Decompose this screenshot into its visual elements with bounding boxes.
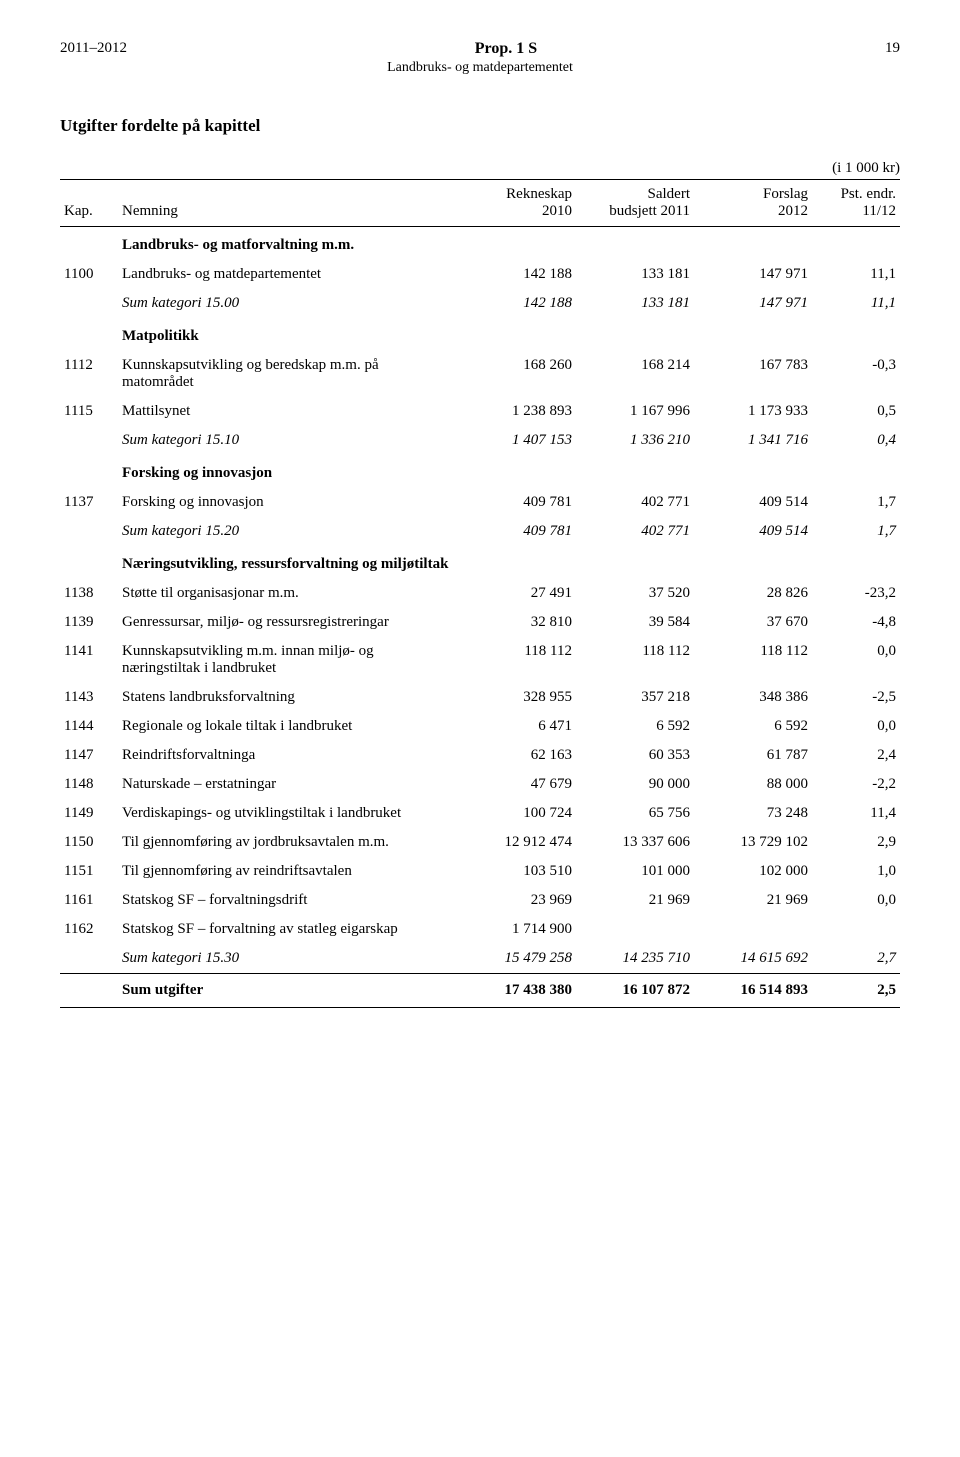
table-row: 1147Reindriftsforvaltninga62 16360 35361…	[60, 741, 900, 770]
page-header: 2011–2012 Prop. 1 S 19	[60, 40, 900, 58]
table-row: 1139Genressursar, miljø- og ressursregis…	[60, 608, 900, 637]
col-rekneskap: Rekneskap 2010	[458, 180, 576, 227]
header-center: Prop. 1 S	[475, 40, 537, 58]
table-row: 1100Landbruks- og matdepartementet142 18…	[60, 260, 900, 289]
col-nemning: Nemning	[118, 180, 458, 227]
table-row: 1151Til gjennomføring av reindriftsavtal…	[60, 857, 900, 886]
header-right: 19	[885, 40, 900, 58]
table-row: Sum kategori 15.3015 479 25814 235 71014…	[60, 944, 900, 974]
table-row: 1138Støtte til organisasjonar m.m.27 491…	[60, 579, 900, 608]
table-row: Landbruks- og matforvaltning m.m.	[60, 227, 900, 261]
table-row: 1162Statskog SF – forvaltning av statleg…	[60, 915, 900, 944]
table-row: 1143Statens landbruksforvaltning328 9553…	[60, 683, 900, 712]
table-row: Matpolitikk	[60, 318, 900, 351]
table-row: 1137Forsking og innovasjon409 781402 771…	[60, 488, 900, 517]
unit-label: (i 1 000 kr)	[60, 160, 900, 177]
table-header-row: Kap. Nemning Rekneskap 2010 Saldert buds…	[60, 180, 900, 227]
table-row: Sum kategori 15.20409 781402 771409 5141…	[60, 517, 900, 546]
table-row: 1115Mattilsynet1 238 8931 167 9961 173 9…	[60, 397, 900, 426]
table-row: 1150Til gjennomføring av jordbruksavtale…	[60, 828, 900, 857]
budget-table: Kap. Nemning Rekneskap 2010 Saldert buds…	[60, 179, 900, 1008]
table-row: 1112Kunnskapsutvikling og beredskap m.m.…	[60, 351, 900, 397]
table-row: Sum kategori 15.00142 188133 181147 9711…	[60, 289, 900, 318]
col-pst: Pst. endr. 11/12	[812, 180, 900, 227]
header-left: 2011–2012	[60, 40, 127, 58]
table-row: 1141Kunnskapsutvikling m.m. innan miljø-…	[60, 637, 900, 683]
table-row: 1149Verdiskapings- og utviklingstiltak i…	[60, 799, 900, 828]
table-body: Landbruks- og matforvaltning m.m.1100Lan…	[60, 227, 900, 1008]
header-sub: Landbruks- og matdepartementet	[60, 60, 900, 76]
table-row: 1161Statskog SF – forvaltningsdrift23 96…	[60, 886, 900, 915]
section-title: Utgifter fordelte på kapittel	[60, 116, 900, 136]
table-row: 1144Regionale og lokale tiltak i landbru…	[60, 712, 900, 741]
table-row: Sum kategori 15.101 407 1531 336 2101 34…	[60, 426, 900, 455]
page-container: 2011–2012 Prop. 1 S 19 Landbruks- og mat…	[0, 0, 960, 1068]
table-row: Forsking og innovasjon	[60, 455, 900, 488]
table-row: Sum utgifter17 438 38016 107 87216 514 8…	[60, 974, 900, 1008]
col-saldert: Saldert budsjett 2011	[576, 180, 694, 227]
table-row: Næringsutvikling, ressursforvaltning og …	[60, 546, 900, 579]
col-forslag: Forslag 2012	[694, 180, 812, 227]
table-row: 1148Naturskade – erstatningar47 67990 00…	[60, 770, 900, 799]
col-kap: Kap.	[60, 180, 118, 227]
